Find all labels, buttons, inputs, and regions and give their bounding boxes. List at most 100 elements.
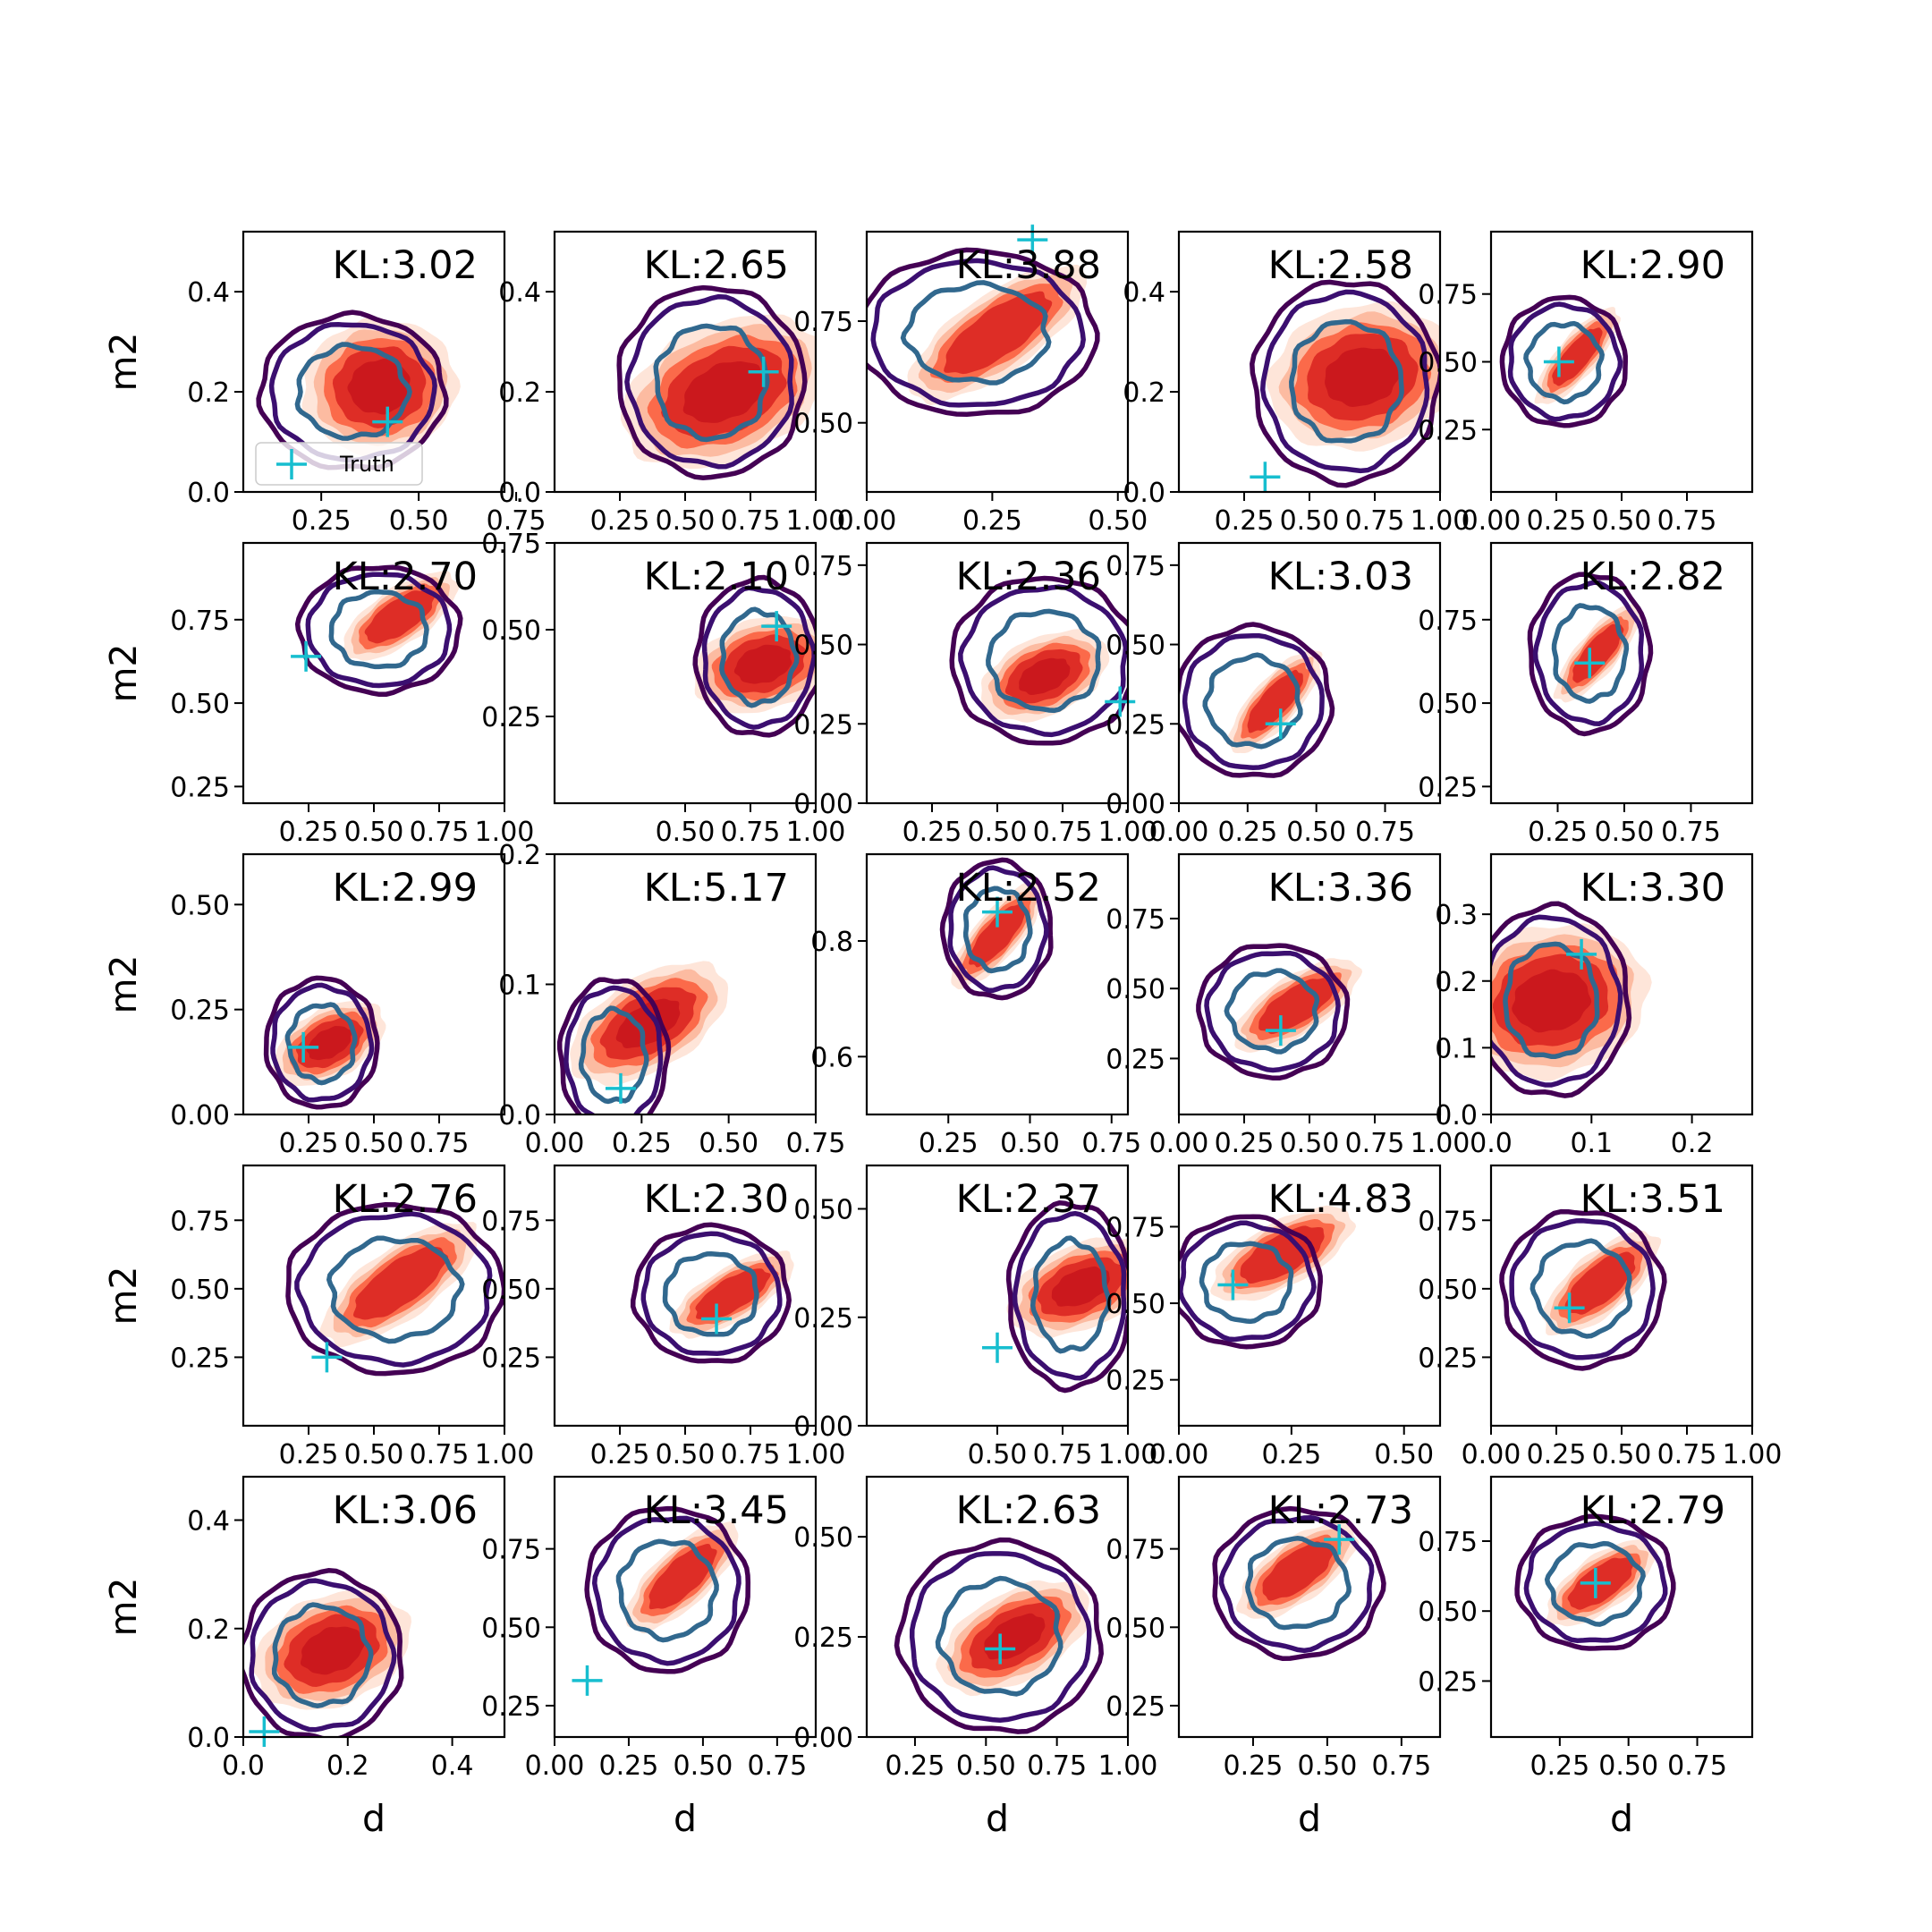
x-tick-label: 0.25 [1528,817,1588,848]
x-tick-label: 0.0 [1470,1128,1513,1159]
y-tick-label: 0.50 [481,615,541,647]
contour-middle [1218,1514,1375,1654]
contour-inner [1289,318,1404,444]
truth-marker [249,1716,280,1747]
plot-area [1179,1205,1357,1350]
x-tick-label: 1.00 [1098,1750,1158,1782]
y-tick-label: 0.25 [481,1691,541,1723]
kl-label: KL:3.88 [956,243,1101,288]
legend-box [255,442,423,486]
y-tick-label: 0.4 [498,277,541,309]
x-tick-label: 0.75 [410,1128,470,1159]
contour-middle [909,1551,1092,1723]
density-level-4 [1262,1541,1334,1601]
subplot-r1c2: 0.25 0.50 0.75 1.00 0.0 0.2 0.4 KL:2.65 [498,230,846,537]
axes-frame [553,1475,818,1739]
subplot-r5c3: 0.25 0.50 0.75 1.00 0.00 0.25 0.50 KL:2.63 d [793,1475,1158,1840]
kl-label: KL:2.30 [644,1177,789,1222]
x-tick-label: 0.50 [699,1128,758,1159]
contour-outer [1514,1513,1676,1651]
y-tick-label: 0.50 [170,689,230,720]
subplot-r3c2: 0.00 0.25 0.50 0.75 0.0 0.1 0.2 KL:5.17 [498,840,845,1159]
plot-area [1212,1505,1386,1662]
y-tick-label: 0.6 [810,1042,853,1073]
truth-marker [1217,1269,1249,1301]
x-tick-label: 1.00 [475,817,535,848]
x-tick-label: 0.75 [410,1439,470,1470]
plot-area [1499,294,1628,428]
axes-frame [1489,541,1754,805]
contour-middle [1523,1521,1668,1643]
x-tick-label: 1.00 [786,505,846,537]
contour-outer [1499,294,1628,428]
truth-marker [1324,1524,1355,1555]
x-tick-label: 0.25 [279,817,339,848]
x-tick-label: 0.50 [674,1750,733,1782]
x-tick-label: 0.75 [410,817,470,848]
contour-middle [294,1211,493,1368]
contour-middle [564,985,664,1114]
y-tick-label: 0.75 [793,307,853,338]
y-tick-label: 0.75 [481,1206,541,1237]
density-level-5 [347,358,411,415]
y-tick-label: 0.25 [793,1303,853,1335]
subplot-r4c2: 0.25 0.50 0.75 1.000.250.500.75 KL:2.30 [481,1164,845,1470]
truth-marker [982,1332,1013,1363]
kl-label: KL:4.83 [1268,1177,1413,1222]
truth-marker [985,1633,1016,1665]
x-tick-label: 0.00 [1149,1128,1209,1159]
x-tick-label: 0.25 [1224,1750,1284,1782]
subplot-r2c3: 0.25 0.50 0.75 1.000.000.250.500.75 KL:2.36 [793,541,1157,848]
x-tick-label: 0.25 [1215,505,1275,537]
y-tick-label: 0.75 [1106,1212,1165,1243]
plot-area [1250,279,1440,488]
axes-frame [1177,1475,1442,1739]
y-tick-label: 0.50 [481,1275,541,1306]
x-tick-label: 0.00 [1149,817,1209,848]
x-tick-label: 0.25 [962,505,1022,537]
contour-inner [1530,1238,1632,1339]
x-tick-label: 0.75 [1027,1750,1087,1782]
axes-frame [865,852,1130,1116]
x-tick-label: 0.25 [1527,1439,1587,1470]
y-axis-label: m2 [102,954,145,1013]
subplot-r5c4: 0.25 0.50 0.75 0.25 0.50 0.75 KL:2.73 d [1106,1475,1442,1840]
contour-middle [1204,950,1341,1073]
plot-area [894,1537,1104,1734]
x-tick-label: 0.00 [1149,1439,1209,1470]
y-tick-label: 0.25 [170,772,230,803]
y-tick-label: 0.50 [1106,1289,1165,1320]
y-tick-label: 0.25 [1106,709,1165,741]
contour-inner [653,323,770,443]
y-tick-label: 0.50 [1106,1613,1165,1644]
legend-marker [276,449,307,479]
x-tick-label: 0.50 [1286,817,1346,848]
plot-area [285,1202,504,1377]
y-tick-label: 0.50 [793,1195,853,1226]
kl-label: KL:2.65 [644,243,789,288]
contour-middle [1182,632,1325,771]
subplot-r4c3: 0.50 0.75 1.000.000.250.50 KL:2.37 [793,1164,1157,1470]
plot-area [1527,572,1654,737]
x-tick-label: 0.00 [1462,505,1521,537]
x-tick-label: 0.25 [590,505,650,537]
density-level-4 [944,291,1053,375]
contour-inner [935,1575,1063,1697]
y-tick-label: 0.50 [1418,348,1478,379]
y-tick-label: 0.2 [187,1614,230,1646]
y-tick-label: 0.0 [187,478,230,509]
y-axis-label: m2 [102,643,145,702]
subplot-r5c1: 0.0 0.2 0.4 0.0 0.2 0.4 KL:3.06 m2 d [102,1475,506,1840]
x-tick-label: 0.75 [721,505,781,537]
x-tick-label: 0.50 [1374,1439,1434,1470]
x-tick-label: 0.50 [1592,1439,1652,1470]
contour-inner [1544,1540,1646,1627]
plot-area [939,857,1054,1001]
contour-outer [630,1222,792,1364]
y-tick-label: 0.2 [1435,967,1478,998]
y-axis-label: m2 [102,1266,145,1325]
x-tick-label: 0.25 [292,505,352,537]
x-tick-label: 0.75 [1033,1439,1093,1470]
